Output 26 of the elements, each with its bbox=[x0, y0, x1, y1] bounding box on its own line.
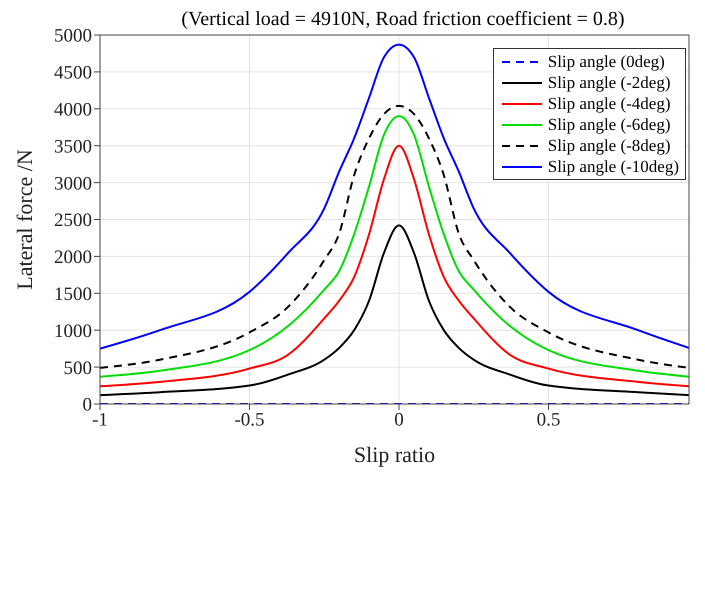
y-tick-label: 0 bbox=[82, 394, 92, 416]
x-axis-title: Slip ratio bbox=[354, 442, 436, 467]
y-axis-title: Lateral force /N bbox=[12, 149, 37, 290]
y-tick-label: 3500 bbox=[54, 136, 92, 158]
y-tick-label: 500 bbox=[64, 358, 92, 379]
y-tick-label: 1000 bbox=[54, 320, 92, 342]
x-tick-label: 0.5 bbox=[536, 409, 560, 430]
y-tick-label: 2500 bbox=[54, 210, 92, 232]
y-tick-label: 4500 bbox=[54, 62, 92, 84]
legend-label: Slip angle (-8deg) bbox=[548, 135, 670, 156]
y-tick-label: 3000 bbox=[54, 173, 92, 194]
x-tick-label: -0.5 bbox=[234, 409, 265, 430]
line-series bbox=[100, 44, 689, 350]
legend-label: Slip angle (-2deg) bbox=[548, 72, 670, 93]
x-tick-label: 0 bbox=[394, 409, 404, 430]
x-tick-label: -1 bbox=[92, 409, 108, 430]
legend-label: Slip angle (0deg) bbox=[548, 51, 665, 72]
legend-label: Slip angle (-6deg) bbox=[548, 114, 670, 135]
y-tick-label: 4000 bbox=[54, 100, 92, 121]
y-tick-label: 5000 bbox=[54, 26, 92, 47]
y-tick-label: 1500 bbox=[54, 284, 92, 306]
y-tick-label: 2000 bbox=[54, 247, 92, 268]
legend-label: Slip angle (-4deg) bbox=[548, 93, 670, 114]
legend-label: Slip angle (-10deg) bbox=[548, 156, 679, 177]
chart-title: (Vertical load = 4910N, Road friction coefficient = 0.8) bbox=[180, 8, 626, 31]
line-series bbox=[100, 224, 689, 396]
